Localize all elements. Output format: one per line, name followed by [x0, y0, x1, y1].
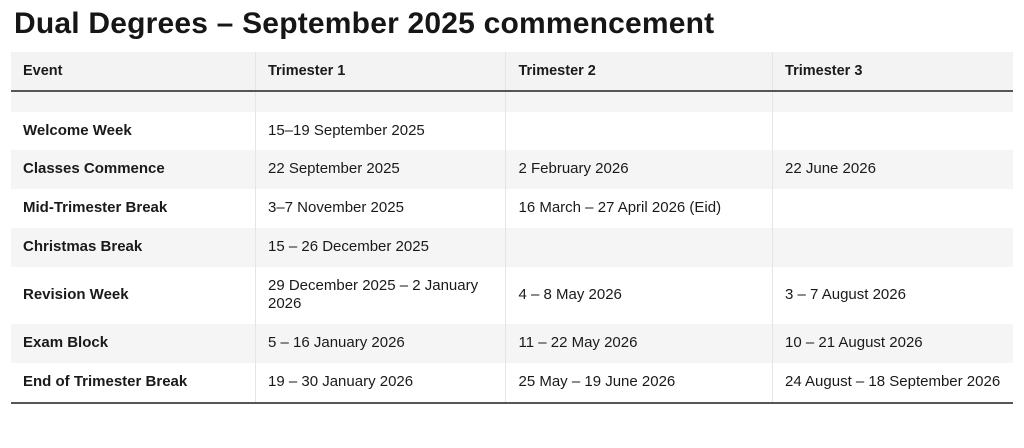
date-cell: 15 – 26 December 2025: [254, 227, 506, 267]
date-cell: 22 September 2025: [254, 150, 506, 189]
date-cell: 29 December 2025 – 2 January 2026: [254, 266, 506, 324]
table-row-classes-commence: Classes Commence 22 September 2025 2 Feb…: [11, 150, 1013, 189]
date-cell: 10 – 21 August 2026: [772, 324, 1013, 363]
event-cell: [11, 90, 256, 112]
event-cell: Revision Week: [23, 285, 129, 303]
event-cell: Classes Commence: [11, 150, 256, 189]
date-cell: [772, 189, 1013, 228]
date-cell: [772, 111, 1013, 151]
event-cell: Welcome Week: [23, 121, 132, 139]
table-row-spacer: [11, 90, 1013, 112]
table-body: Welcome Week 15–19 September 2025 Classe…: [11, 90, 1013, 403]
event-cell: End of Trimester Break: [23, 372, 188, 390]
event-cell: Mid-Trimester Break: [23, 199, 168, 216]
page-title: Dual Degrees – September 2025 commenceme…: [14, 7, 715, 40]
column-header-trimester-1: Trimester 1: [254, 51, 506, 92]
date-cell: 2 February 2026: [505, 150, 773, 189]
date-cell: 11 – 22 May 2026: [505, 324, 773, 363]
date-cell: 22 June 2026: [772, 150, 1013, 189]
date-cell: 5 – 16 January 2026: [254, 324, 506, 363]
date-cell: 4 – 8 May 2026: [505, 266, 773, 324]
event-cell: Christmas Break: [11, 227, 256, 267]
table-row-exam-block: Exam Block 5 – 16 January 2026 11 – 22 M…: [11, 324, 1013, 363]
table-row-mid-trimester-break: Mid-Trimester Break 3–7 November 2025 16…: [11, 189, 1013, 228]
date-cell: [772, 227, 1013, 267]
date-cell: [505, 111, 773, 151]
table-row-revision-week: Revision Week 29 December 2025 – 2 Janua…: [11, 266, 1013, 324]
table-row-christmas-break: Christmas Break 15 – 26 December 2025: [11, 227, 1013, 267]
date-cell: [505, 227, 773, 267]
column-header-trimester-2: Trimester 2: [505, 51, 773, 92]
column-header-event: Event: [11, 51, 256, 92]
date-cell: [772, 90, 1013, 112]
table-row-welcome-week: Welcome Week 15–19 September 2025: [11, 111, 1013, 151]
column-header-trimester-3: Trimester 3: [772, 51, 1013, 92]
date-cell: 24 August – 18 September 2026: [772, 362, 1013, 403]
date-cell: [254, 90, 506, 112]
date-cell: 19 – 30 January 2026: [254, 362, 506, 403]
date-cell: [505, 90, 773, 112]
schedule-table-container: Event Trimester 1 Trimester 2 Trimester …: [11, 51, 1013, 404]
event-cell: Exam Block: [11, 324, 256, 363]
table-row-end-of-trimester-break: End of Trimester Break 19 – 30 January 2…: [11, 362, 1013, 403]
date-cell: 25 May – 19 June 2026: [505, 362, 773, 403]
date-cell: 3–7 November 2025: [254, 189, 506, 228]
header-row: Event Trimester 1 Trimester 2 Trimester …: [11, 51, 1013, 92]
dual-degrees-schedule-table: Event Trimester 1 Trimester 2 Trimester …: [11, 51, 1013, 404]
date-cell: 15–19 September 2025: [254, 111, 506, 151]
table-header: Event Trimester 1 Trimester 2 Trimester …: [11, 51, 1013, 92]
date-cell: 3 – 7 August 2026: [772, 266, 1013, 324]
date-cell: 16 March – 27 April 2026 (Eid): [505, 189, 773, 228]
